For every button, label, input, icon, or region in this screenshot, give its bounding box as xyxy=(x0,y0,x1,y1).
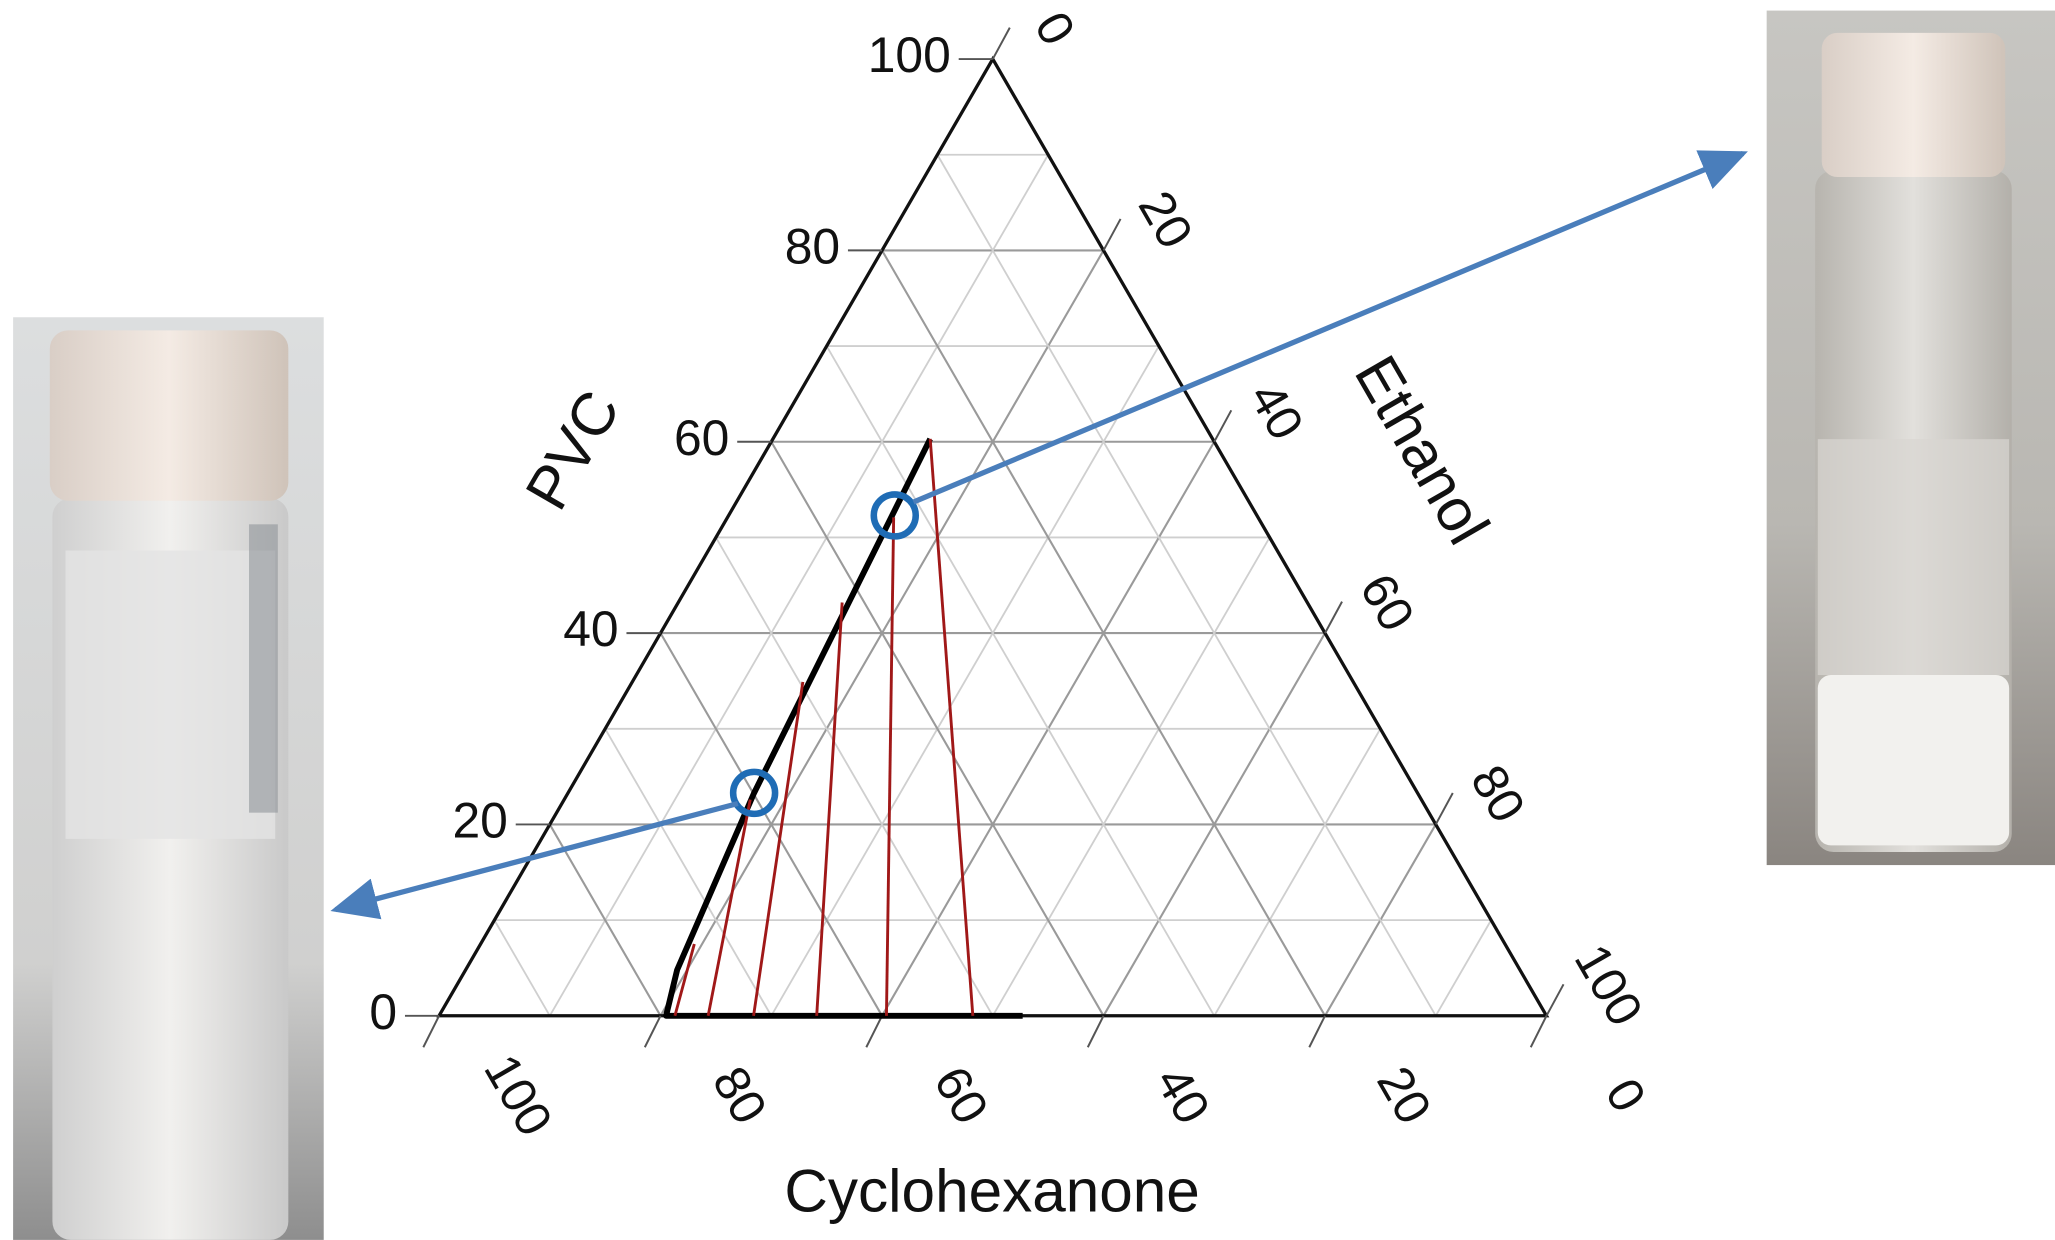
tick-mark xyxy=(1309,1016,1325,1047)
ethanol-tick-label: 20 xyxy=(1128,182,1204,258)
ethanol-tick-label: 0 xyxy=(1024,2,1086,54)
grid-line xyxy=(494,920,549,1016)
pvc-tick-label: 60 xyxy=(674,410,729,466)
pvc-tick-label: 20 xyxy=(452,793,507,849)
tick-mark xyxy=(1214,410,1231,441)
grid-line xyxy=(1214,729,1380,1016)
tick-mark xyxy=(1546,984,1563,1015)
tick-mark xyxy=(866,1016,882,1047)
cyclohexanone-tick-label: 80 xyxy=(702,1057,778,1133)
tick-mark xyxy=(1104,219,1121,250)
pvc-tick-label: 80 xyxy=(785,219,840,275)
cyclohexanone-tick-label: 20 xyxy=(1366,1057,1442,1133)
tie-line xyxy=(708,800,750,1016)
ethanol-tick-label: 100 xyxy=(1564,935,1654,1035)
pvc-tick-label: 0 xyxy=(369,984,397,1040)
tie-line xyxy=(886,517,893,1015)
tick-mark xyxy=(1531,1016,1547,1047)
cyclohexanone-tick-label: 100 xyxy=(473,1045,563,1145)
grid-line xyxy=(716,537,993,1015)
arrow xyxy=(336,803,738,909)
pvc-tick-label: 40 xyxy=(563,601,618,657)
tick-mark xyxy=(1088,1016,1104,1047)
ethanol-tick-label: 80 xyxy=(1460,756,1536,832)
pvc-tick-label: 100 xyxy=(868,27,951,83)
axis-title: Cyclohexanone xyxy=(784,1156,1199,1224)
cyclohexanone-tick-label: 40 xyxy=(1145,1057,1221,1133)
tick-mark xyxy=(993,28,1010,59)
binodal-curve xyxy=(666,439,1023,1016)
axis-title: PVC xyxy=(512,379,633,520)
figure: 0 20 40 60 80 100 0 20 40 60 80 100 100 80 60 40 20 0 PVC E… xyxy=(0,0,2055,1240)
cyclohexanone-tick-label: 60 xyxy=(923,1057,999,1133)
axis-title: Ethanol xyxy=(1342,344,1503,555)
grid-line xyxy=(827,346,1215,1016)
photo-right xyxy=(1767,11,2055,866)
tie-line xyxy=(754,682,803,1016)
cyclohexanone-tick-label: 0 xyxy=(1595,1069,1657,1121)
ternary-plot: 0 20 40 60 80 100 0 20 40 60 80 100 100 80 60 40 20 0 PVC E… xyxy=(369,2,1657,1224)
grid-line xyxy=(550,155,1048,1016)
grid-line xyxy=(1436,920,1491,1016)
ethanol-tick-label: 40 xyxy=(1238,373,1314,449)
tick-mark xyxy=(1436,793,1453,824)
grid-line xyxy=(993,537,1270,1015)
tick-mark xyxy=(1325,602,1342,633)
ethanol-tick-label: 60 xyxy=(1349,564,1425,640)
tick-mark xyxy=(423,1016,439,1047)
page: {"chart_data": { "type": "ternary", "gri… xyxy=(0,0,2055,1240)
tick-mark xyxy=(645,1016,661,1047)
photo-left xyxy=(13,317,324,1240)
